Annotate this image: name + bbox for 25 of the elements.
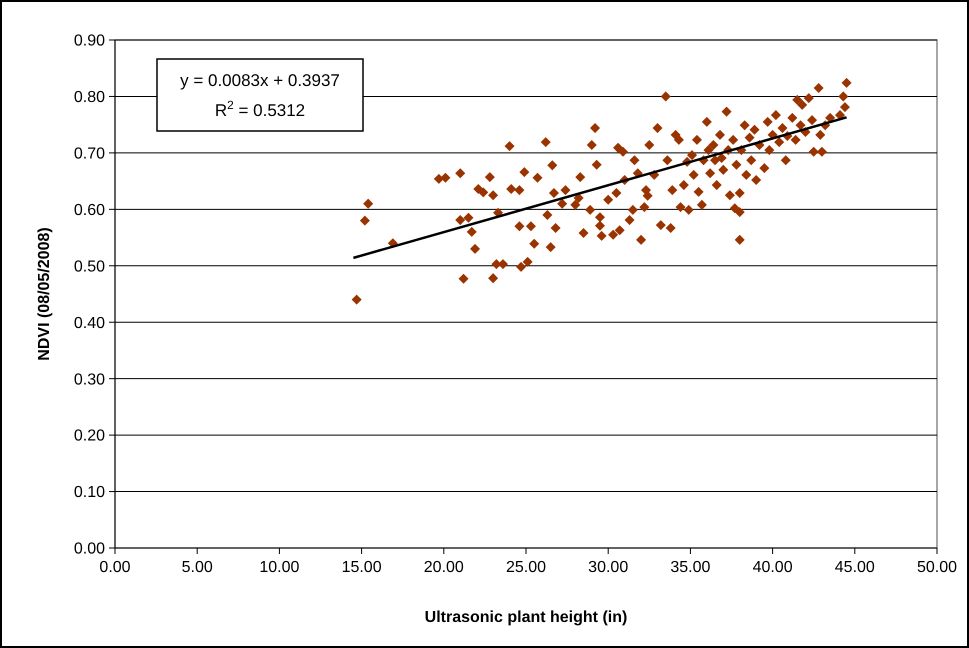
x-axis-title: Ultrasonic plant height (in) — [424, 609, 628, 626]
y-tick-label: 0.90 — [74, 32, 106, 50]
y-tick-label: 0.20 — [74, 428, 106, 445]
x-tick-label: 15.00 — [342, 559, 382, 576]
x-tick-label: 35.00 — [670, 559, 711, 576]
x-tick-label: 5.00 — [182, 559, 213, 576]
y-tick-label: 0.50 — [74, 258, 106, 276]
x-tick-label: 20.00 — [424, 559, 464, 576]
x-tick-label: 25.00 — [506, 559, 546, 576]
y-tick-label: 0.60 — [74, 202, 106, 219]
y-tick-label: 0.00 — [74, 540, 106, 558]
y-tick-label: 0.30 — [74, 371, 106, 388]
x-tick-label: 0.00 — [99, 559, 131, 576]
annotation: R$^{2}$ = 0.5312 — [214, 98, 306, 120]
x-tick-label: 50.00 — [916, 559, 958, 576]
y-tick-label: 0.10 — [74, 484, 106, 502]
y-tick-label: 0.40 — [74, 314, 106, 332]
x-tick-label: 30.00 — [588, 559, 628, 576]
x-tick-label: 45.00 — [834, 559, 875, 576]
x-tick-label: 40.00 — [752, 559, 793, 576]
annotation: y = 0.0083x + 0.3937 — [180, 71, 340, 90]
y-tick-label: 0.80 — [74, 89, 106, 106]
x-tick-label: 10.00 — [259, 559, 300, 576]
y-axis-title: NDVI (08/05/2008) — [36, 227, 53, 361]
y-tick-label: 0.70 — [74, 145, 106, 162]
